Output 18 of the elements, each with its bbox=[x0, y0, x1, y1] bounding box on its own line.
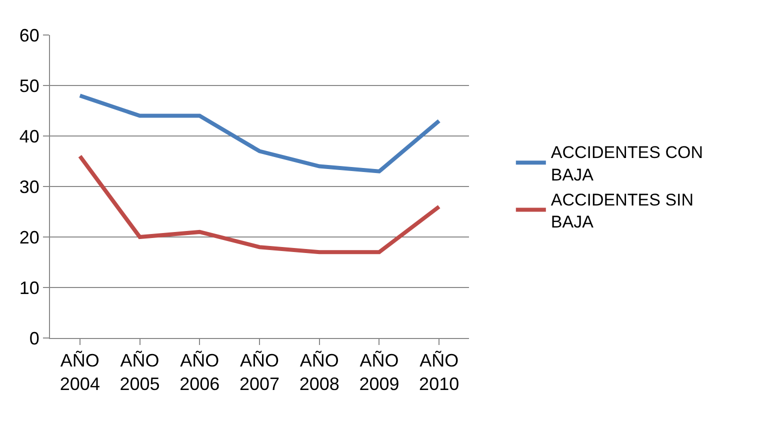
y-tick-label: 50 bbox=[19, 76, 40, 96]
x-tick-label: AÑO 2010 bbox=[419, 350, 460, 394]
y-tick-label: 40 bbox=[19, 126, 40, 146]
x-tick-label: AÑO 2007 bbox=[239, 350, 280, 394]
x-tick-label: AÑO 2006 bbox=[180, 350, 220, 394]
x-tick-label: AÑO 2004 bbox=[60, 350, 100, 394]
line-series bbox=[78, 94, 442, 174]
y-tick-label: 20 bbox=[19, 227, 40, 248]
y-tick-label: 60 bbox=[19, 25, 40, 46]
y-tick-label: 0 bbox=[29, 328, 40, 348]
y-tick-label: 30 bbox=[19, 176, 40, 197]
x-tick-label: AÑO 2008 bbox=[299, 350, 340, 394]
x-tick-label: AÑO 2005 bbox=[120, 350, 160, 394]
legend-label: ACCIDENTES CON BAJA bbox=[550, 143, 703, 184]
line-series bbox=[78, 154, 442, 254]
y-tick-label: 10 bbox=[19, 278, 40, 298]
legend-label: ACCIDENTES SIN BAJA bbox=[550, 190, 694, 232]
x-tick-label: AÑO 2009 bbox=[359, 350, 400, 394]
